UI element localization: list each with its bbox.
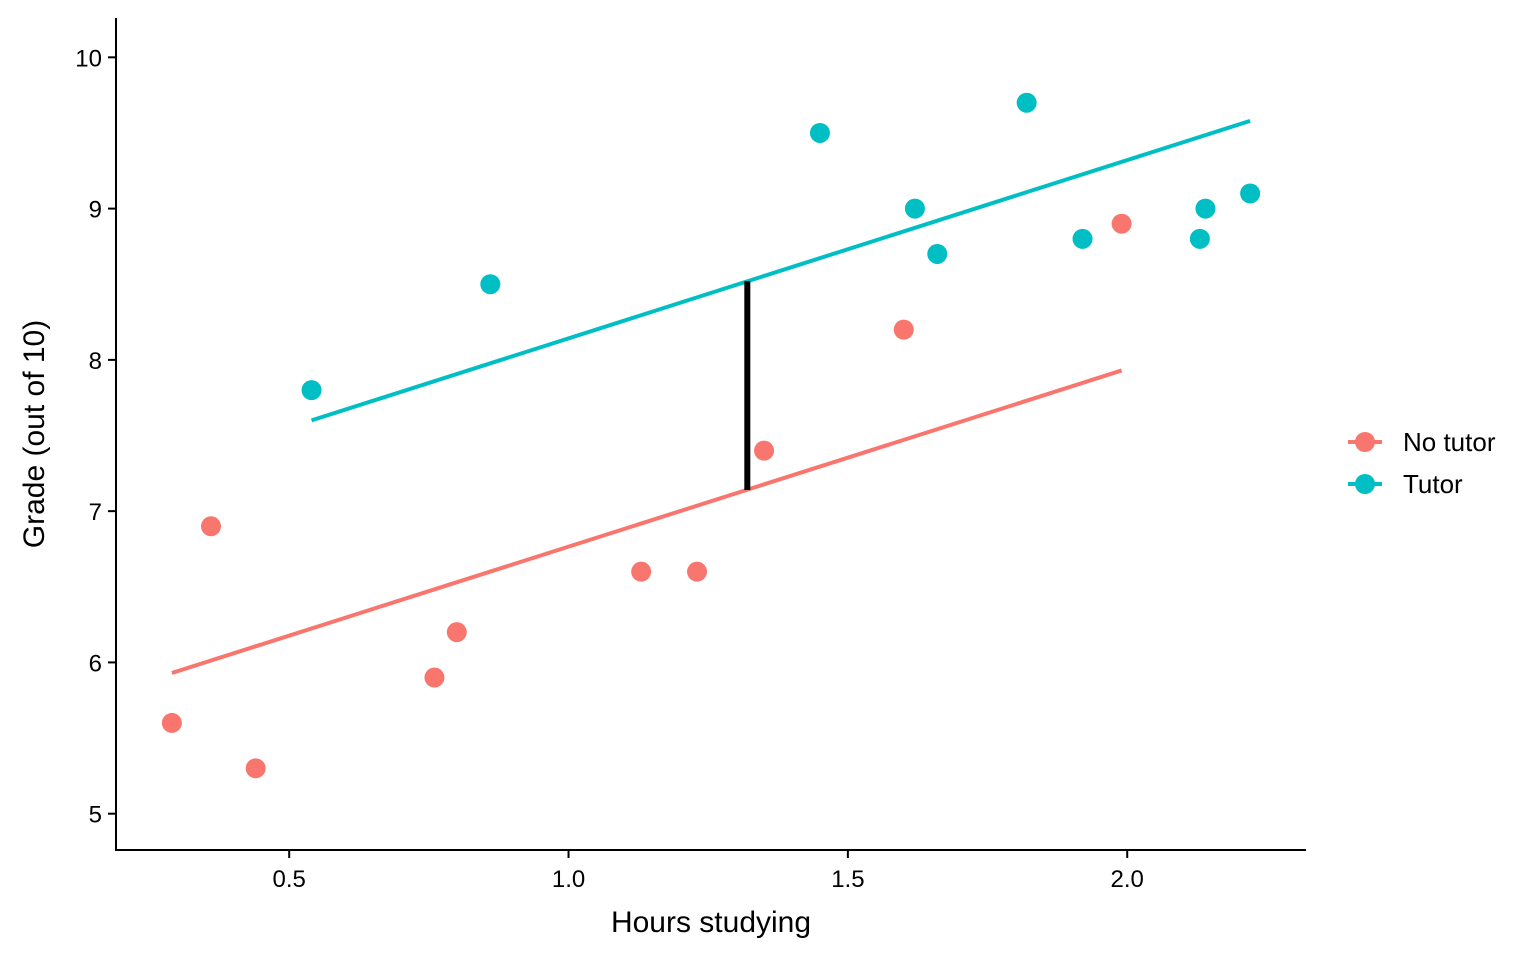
data-point-no-tutor (754, 440, 775, 461)
data-point-no-tutor (424, 667, 445, 688)
y-tick-label: 10 (75, 45, 102, 72)
data-points (161, 92, 1261, 779)
y-tick-label: 8 (89, 348, 102, 375)
y-tick-label: 6 (89, 650, 102, 677)
data-point-tutor (1016, 92, 1037, 113)
data-point-tutor (1072, 228, 1093, 249)
data-point-no-tutor (245, 758, 266, 779)
data-point-no-tutor (200, 516, 221, 537)
legend-label-no-tutor: No tutor (1403, 427, 1496, 457)
y-axis-title: Grade (out of 10) (18, 320, 51, 548)
data-point-tutor (301, 380, 322, 401)
x-tick-label: 1.0 (552, 866, 585, 893)
data-point-no-tutor (446, 622, 467, 643)
data-point-tutor (809, 122, 830, 143)
legend: No tutor Tutor (1348, 427, 1496, 499)
data-point-tutor (480, 274, 501, 295)
x-axis-title: Hours studying (611, 906, 811, 939)
data-point-tutor (904, 198, 925, 219)
data-point-no-tutor (161, 712, 182, 733)
data-point-tutor (1189, 228, 1210, 249)
legend-key-marker-tutor (1355, 474, 1375, 494)
legend-label-tutor: Tutor (1403, 469, 1463, 499)
data-point-tutor (1240, 183, 1261, 204)
data-point-no-tutor (631, 561, 652, 582)
y-tick-label: 7 (89, 499, 102, 526)
legend-key-marker-no-tutor (1355, 432, 1375, 452)
data-point-no-tutor (1111, 213, 1132, 234)
data-point-no-tutor (893, 319, 914, 340)
x-tick-label: 1.5 (831, 866, 864, 893)
x-tick-label: 2.0 (1111, 866, 1144, 893)
data-point-tutor (927, 243, 948, 264)
data-point-no-tutor (687, 561, 708, 582)
fit-line-tutor (310, 118, 1251, 423)
fit-lines (171, 118, 1251, 675)
x-tick-label: 0.5 (273, 866, 306, 893)
y-tick-label: 9 (89, 197, 102, 224)
fit-line-no-tutor (171, 368, 1123, 675)
y-tick-label: 5 (89, 802, 102, 829)
axes: 0.5 1.0 1.5 2.0 5 6 7 8 9 10 Hours studying Grade (… (18, 18, 1306, 939)
data-point-tutor (1195, 198, 1216, 219)
